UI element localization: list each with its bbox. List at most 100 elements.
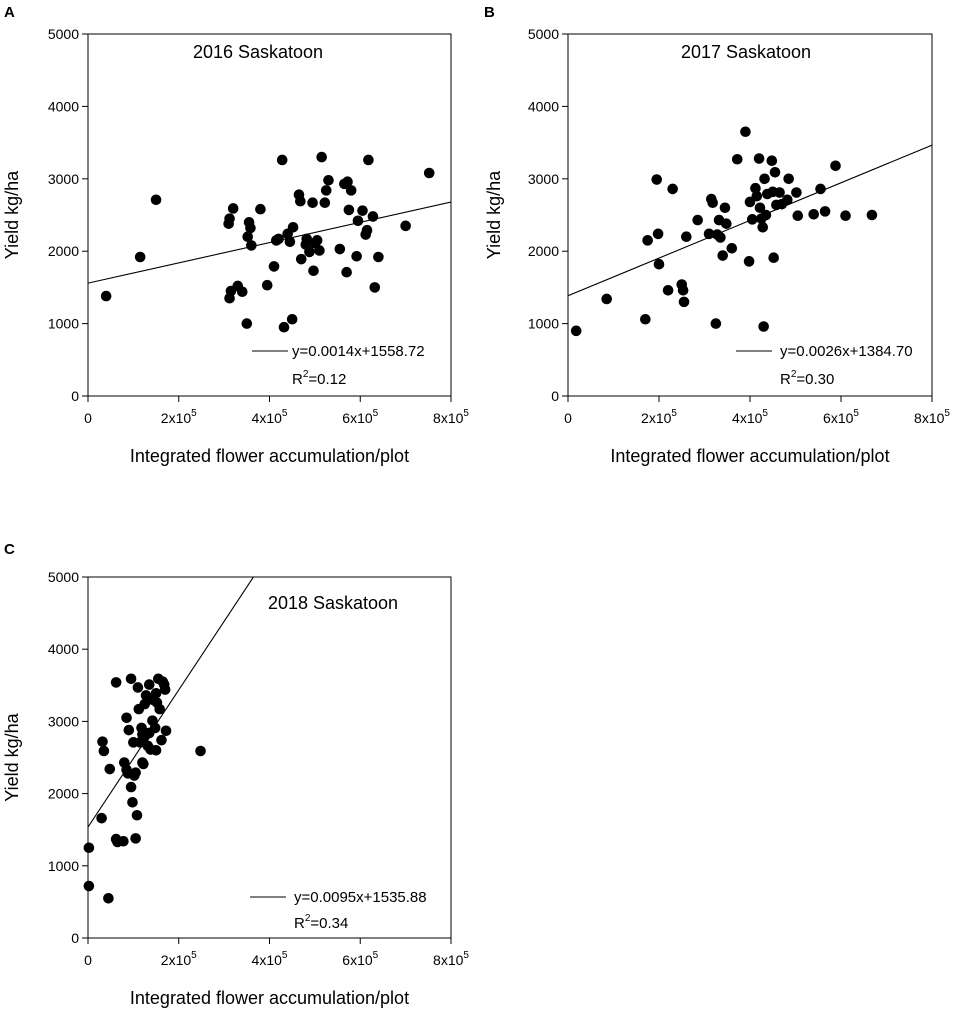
data-point [342,176,353,187]
data-point [150,687,162,699]
data-point [707,197,718,208]
x-tick-base: 2x10 [161,410,192,426]
data-point [268,261,280,272]
data-point [373,251,384,263]
y-tick-label: 2000 [48,786,79,802]
r-squared-exponent: 2 [305,913,311,924]
x-tick-label: 0 [564,410,572,426]
data-point [287,222,299,233]
x-axis-title: Integrated flower accumulation/plot [130,988,409,1008]
data-point [642,235,653,246]
data-point [320,185,332,196]
r-squared: R2=0.34 [294,913,348,932]
x-tick-exponent: 5 [671,408,677,419]
y-tick-label: 2000 [528,243,559,259]
data-point [343,204,355,216]
x-tick-base: 8x10 [433,952,464,968]
x-tick-exponent: 5 [463,950,469,961]
data-point [323,174,334,186]
x-tick-label: 4x105 [732,408,768,426]
data-point [150,194,162,206]
x-tick-label: 4x105 [252,950,288,968]
x-tick-base: 2x10 [641,410,672,426]
y-tick-label: 1000 [48,316,79,332]
data-point [123,724,135,736]
regression-equation: y=0.0026x+1384.70 [780,343,913,360]
data-point [750,182,761,194]
r-squared: R2=0.12 [292,369,346,388]
data-point [261,279,273,291]
data-point [791,187,802,198]
data-point [160,725,172,737]
data-point [130,767,141,778]
data-point [719,202,731,214]
data-point [808,208,819,220]
data-point [195,745,206,757]
data-point [740,126,751,138]
data-point [97,736,108,747]
x-tick-base: 4x10 [732,410,763,426]
data-point [154,703,165,715]
data-point [758,321,769,332]
data-point [255,203,266,215]
x-tick-label: 6x105 [823,408,859,426]
y-tick-label: 1000 [528,316,559,332]
x-tick-base: 6x10 [342,952,373,968]
panel-letter: A [4,4,15,21]
x-tick-label: 2x105 [161,408,197,426]
data-point [132,682,144,693]
x-tick-base: 4x10 [252,952,283,968]
data-point [100,290,112,302]
y-tick-label: 1000 [48,858,79,874]
r-squared-value: =0.34 [310,915,348,932]
data-point [159,684,171,695]
x-tick-label: 2x105 [641,408,677,426]
data-point [352,215,364,227]
data-point [351,250,362,262]
y-tick-label: 0 [551,388,559,404]
data-point [677,284,689,296]
x-tick-base: 0 [564,410,572,426]
data-point [678,296,690,308]
data-point [774,187,785,198]
y-tick-label: 3000 [48,713,79,729]
data-point [357,205,368,216]
data-point [345,185,357,196]
x-tick-exponent: 5 [762,408,768,419]
data-point [653,258,665,270]
data-point [104,763,116,775]
r-squared-exponent: 2 [791,369,797,380]
data-point [731,153,743,165]
y-tick-label: 5000 [48,569,79,585]
data-point [334,243,346,255]
x-tick-base: 8x10 [433,410,464,426]
data-point [753,153,765,164]
r-squared-symbol: R [292,371,303,388]
data-point [150,744,162,756]
data-point [131,809,143,821]
data-point [759,173,770,185]
x-axis-title: Integrated flower accumulation/plot [130,446,409,466]
panel-letter: B [484,4,495,21]
x-tick-exponent: 5 [282,408,288,419]
x-tick-label: 8x105 [914,408,950,426]
data-point [819,206,831,217]
chart-title: 2016 Saskatoon [193,42,323,62]
data-point [83,842,95,854]
x-tick-exponent: 5 [191,950,197,961]
y-tick-label: 5000 [528,26,559,42]
data-point [227,203,239,214]
data-point [721,218,732,229]
data-point [83,880,95,892]
x-tick-base: 0 [84,952,92,968]
data-point [367,211,379,222]
x-tick-label: 8x105 [433,950,469,968]
data-point [139,698,151,710]
data-point [703,228,715,240]
x-tick-exponent: 5 [373,408,379,419]
data-point [866,209,878,221]
data-point [138,758,149,770]
